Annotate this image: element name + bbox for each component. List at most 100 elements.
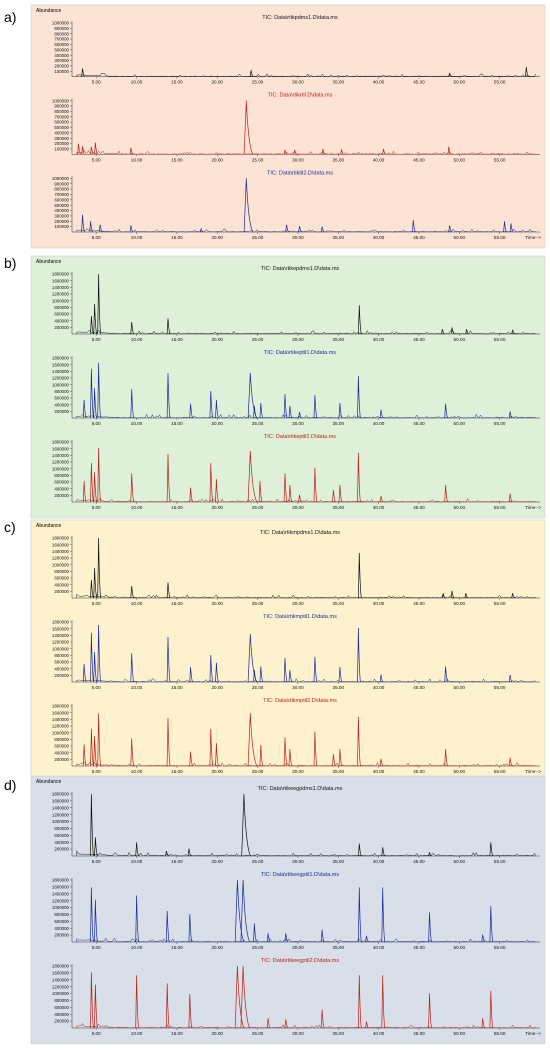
panel-background [30, 775, 546, 1045]
trace-2: TIC: Data\rtikeptil1.D\data.ms 1800000160… [52, 350, 540, 426]
x-tick-label: 30.00 [292, 859, 304, 864]
abundance-label: Abundance [36, 259, 62, 265]
peak [166, 372, 171, 419]
x-tick-label: 40.00 [373, 1031, 385, 1036]
peak [338, 749, 343, 767]
peak [130, 389, 135, 419]
y-tick-label: 900000 [54, 26, 69, 31]
y-tick-label: 1800000 [52, 792, 70, 797]
x-tick-label: 5.00 [92, 769, 101, 774]
panel-label: c) [4, 519, 16, 535]
y-tick-label: 500000 [54, 203, 69, 208]
y-tick-label: 1600000 [52, 446, 70, 451]
peak [97, 447, 102, 503]
peak [379, 495, 384, 503]
y-tick-label: 1200000 [52, 292, 70, 297]
y-tick-label: 1800000 [52, 704, 70, 709]
peak [357, 716, 361, 767]
x-tick-label: 20.00 [211, 337, 223, 342]
peak [90, 728, 94, 767]
peak [332, 489, 336, 503]
x-tick-label: 40.00 [373, 945, 385, 950]
x-tick-label: 5.00 [92, 859, 101, 864]
peak [465, 329, 469, 335]
peak [288, 669, 293, 683]
peak [313, 467, 318, 503]
x-tick-label: 10.00 [131, 157, 143, 162]
y-tick-label: 400000 [54, 318, 69, 323]
y-tick-label: 1200000 [52, 812, 70, 817]
peak [82, 480, 87, 503]
x-tick-label: 45.00 [413, 337, 425, 342]
peak [253, 923, 257, 943]
peak [444, 485, 449, 503]
x-tick-label: 45.00 [413, 685, 425, 690]
y-tick-label: 700000 [54, 37, 69, 42]
y-tick-label: 1000000 [52, 466, 70, 471]
peak [358, 975, 362, 1029]
trace-1: TIC: Data\rtikmpdms1.D\data.ms 1800000160… [52, 530, 540, 606]
peak [90, 632, 94, 683]
peak [166, 453, 171, 503]
y-tick-label: 200000 [54, 673, 69, 678]
x-tick-label: 20.00 [211, 157, 223, 162]
peak [358, 305, 362, 335]
y-tick-label: 1600000 [52, 710, 70, 715]
y-tick-label: 800000 [54, 31, 69, 36]
peak [379, 674, 384, 683]
peak [448, 72, 452, 78]
x-tick-label: 25.00 [252, 685, 264, 690]
x-tick-label: 30.00 [292, 421, 304, 426]
x-tick-label: 35.00 [333, 769, 345, 774]
x-tick-label: 50.00 [454, 945, 466, 950]
x-tick-label: 10.00 [131, 601, 143, 606]
panel-label: a) [4, 9, 16, 25]
x-tick-label: 55.00 [494, 859, 506, 864]
peak [234, 965, 245, 1029]
peak [215, 399, 219, 419]
trace-baseline [76, 850, 537, 857]
time-label: Time--> [525, 1031, 541, 1036]
y-tick-label: 1600000 [52, 626, 70, 631]
x-tick-label: 10.00 [131, 859, 143, 864]
x-tick-label: 30.00 [292, 601, 304, 606]
peak [340, 149, 344, 155]
y-tick-label: 400000 [54, 402, 69, 407]
peak [382, 148, 386, 155]
peak [259, 402, 264, 419]
peak [97, 273, 102, 335]
x-tick-label: 45.00 [413, 945, 425, 950]
peak [93, 567, 98, 599]
x-tick-label: 25.00 [252, 769, 264, 774]
peak [166, 318, 171, 335]
y-tick-label: 400000 [54, 1012, 69, 1017]
y-tick-label: 200000 [54, 933, 69, 938]
peak [358, 552, 362, 599]
x-tick-label: 5.00 [92, 505, 101, 510]
x-tick-label: 35.00 [333, 601, 345, 606]
peak [130, 473, 135, 503]
panel-background [30, 4, 546, 249]
peak [441, 593, 446, 599]
y-tick-label: 1400000 [52, 805, 70, 810]
x-tick-label: 35.00 [333, 859, 345, 864]
x-tick-label: 15.00 [171, 235, 183, 240]
y-tick-label: 800000 [54, 653, 69, 658]
peak [489, 990, 494, 1029]
peak [447, 146, 452, 155]
x-tick-label: 5.00 [92, 235, 101, 240]
trace-title: TIC: Data\rtikeptil1.D\data.ms [264, 350, 336, 356]
peak [450, 590, 455, 599]
y-tick-label: 400000 [54, 53, 69, 58]
x-tick-label: 20.00 [211, 1031, 223, 1036]
y-tick-label: 400000 [54, 486, 69, 491]
x-tick-label: 40.00 [373, 601, 385, 606]
x-tick-label: 15.00 [171, 685, 183, 690]
peak [165, 983, 170, 1029]
peak [358, 843, 362, 857]
peak [508, 674, 513, 683]
peak [188, 993, 193, 1029]
x-tick-label: 15.00 [171, 421, 183, 426]
peak [81, 146, 85, 155]
y-tick-label: 1200000 [52, 898, 70, 903]
